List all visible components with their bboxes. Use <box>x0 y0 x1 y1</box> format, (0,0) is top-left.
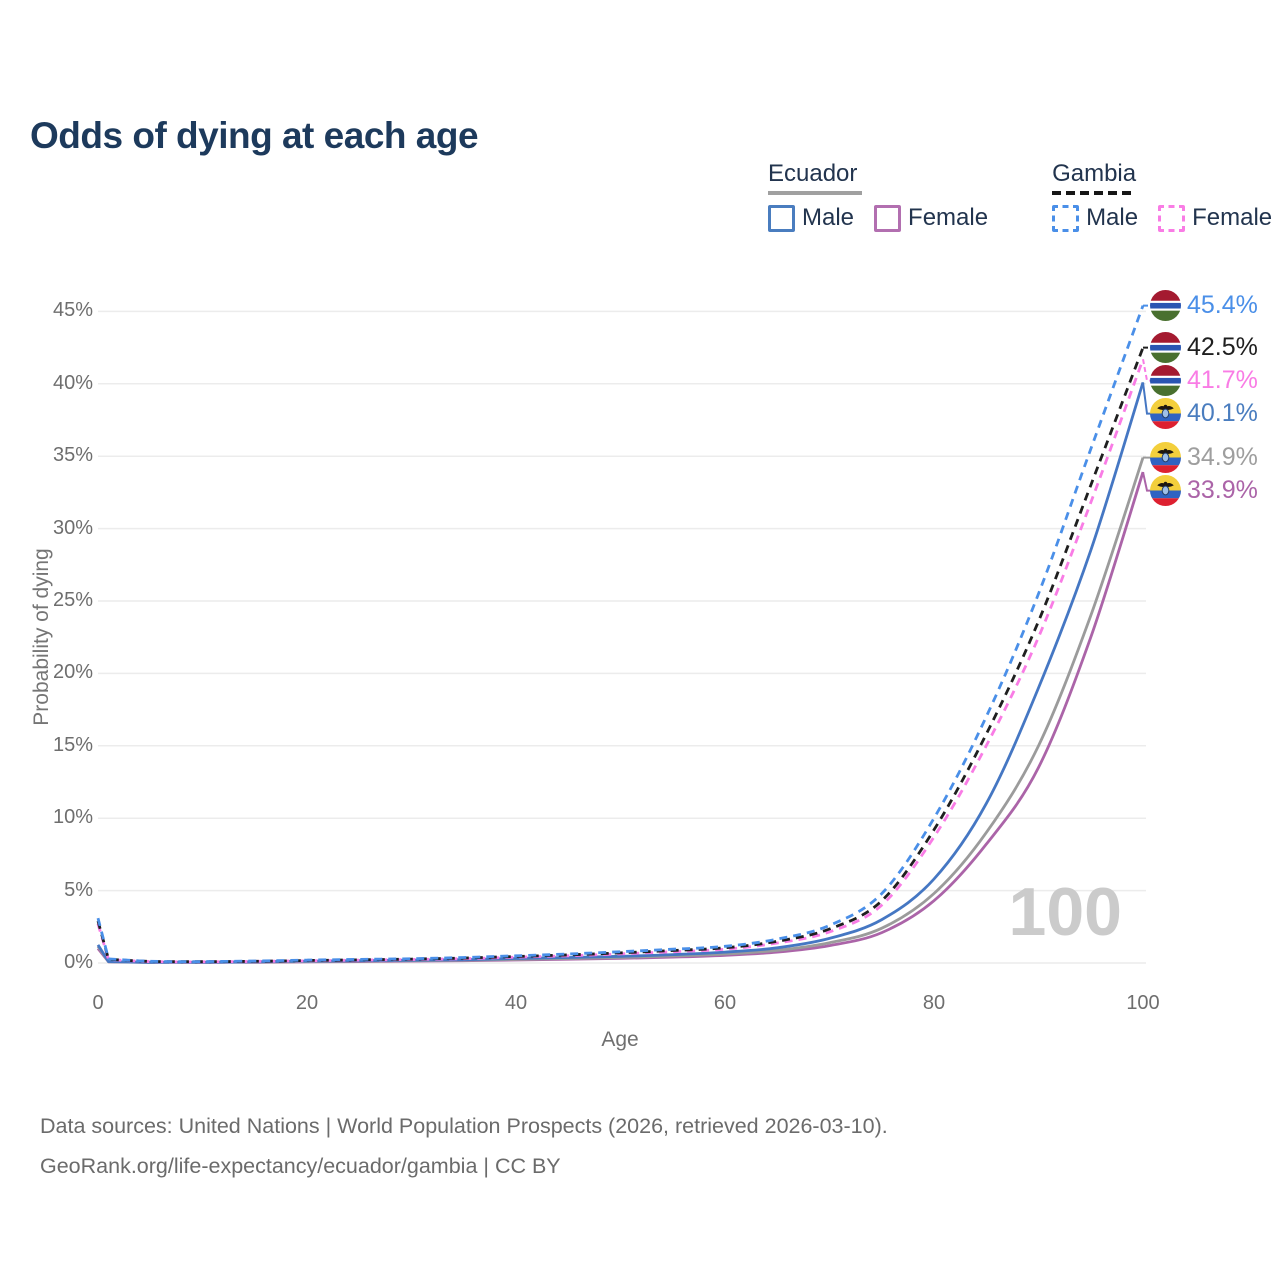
x-axis-title: Age <box>601 1028 639 1051</box>
y-tick-label: 15% <box>52 733 93 756</box>
end-label-gambia-both-sexes: 42.5% <box>1150 332 1258 364</box>
legend-swatch-gambia-female <box>1158 204 1186 232</box>
end-label-value: 42.5% <box>1187 333 1258 362</box>
age-hover-watermark: 100 <box>1008 874 1122 950</box>
y-tick-label: 35% <box>52 444 93 467</box>
end-label-value: 34.9% <box>1187 443 1258 472</box>
x-tick-label: 0 <box>92 992 104 1014</box>
legend-item-gambia-female[interactable]: Female <box>1158 204 1272 232</box>
end-label-value: 40.1% <box>1187 399 1258 428</box>
x-tick-label: 40 <box>504 992 528 1014</box>
x-tick-label: 60 <box>713 992 737 1014</box>
gambia-flag-icon <box>1150 365 1181 397</box>
footer: Data sources: United Nations | World Pop… <box>40 1106 888 1186</box>
footer-data-sources: Data sources: United Nations | World Pop… <box>40 1114 888 1138</box>
legend-item-label: Female <box>908 204 989 231</box>
legend-item-ecuador-male[interactable]: Male <box>768 204 854 232</box>
x-tick-label: 100 <box>1126 992 1160 1014</box>
ecuador-flag-icon <box>1150 398 1181 430</box>
plot-area[interactable] <box>0 0 1280 1090</box>
series-line-ecuador-male[interactable] <box>96 381 1145 964</box>
legend-item-label: Male <box>802 204 855 231</box>
end-label-gambia-female: 41.7% <box>1150 365 1258 397</box>
y-tick-label: 25% <box>52 589 93 611</box>
series-line-ecuador-both-sexes[interactable] <box>96 457 1145 964</box>
footer-attribution: GeoRank.org/life-expectancy/ecuador/gamb… <box>40 1154 561 1178</box>
y-tick-label: 40% <box>52 371 93 394</box>
legend-group-gambia: Gambia Male Female <box>1052 160 1272 232</box>
end-label-ecuador-male: 40.1% <box>1150 398 1258 430</box>
legend-item-ecuador-female[interactable]: Female <box>874 204 988 232</box>
end-label-value: 45.4% <box>1187 291 1258 320</box>
ecuador-flag-icon <box>1150 442 1181 474</box>
y-tick-label: 20% <box>52 661 93 684</box>
series-line-gambia-female[interactable] <box>96 358 1145 964</box>
y-axis-title: Probability of dying <box>30 548 53 726</box>
end-label-ecuador-female: 33.9% <box>1150 475 1258 507</box>
legend-group-line-swatch <box>1052 191 1133 195</box>
ecuador-flag-icon <box>1150 475 1181 507</box>
legend-item-label: Female <box>1192 204 1273 231</box>
legend-group-ecuador: Ecuador Male Female <box>768 160 988 232</box>
chart-title: Odds of dying at each age <box>30 114 479 156</box>
y-tick-label: 10% <box>52 806 93 829</box>
y-tick-label: 30% <box>52 516 93 539</box>
x-tick-label: 80 <box>922 992 946 1014</box>
y-tick-label: 45% <box>52 299 93 322</box>
legend-group-title[interactable]: Ecuador <box>768 160 858 187</box>
legend-swatch-gambia-male <box>1052 204 1080 232</box>
legend-item-label: Male <box>1086 204 1139 231</box>
end-label-value: 33.9% <box>1187 476 1258 505</box>
legend-item-gambia-male[interactable]: Male <box>1052 204 1138 232</box>
y-tick-label: 5% <box>64 878 93 901</box>
gambia-flag-icon <box>1150 290 1181 322</box>
legend-group-line-swatch <box>768 191 862 195</box>
gambia-flag-icon <box>1150 332 1181 364</box>
series-line-ecuador-female[interactable] <box>96 471 1145 964</box>
legend-group-title[interactable]: Gambia <box>1052 160 1137 187</box>
end-label-ecuador-both-sexes: 34.9% <box>1150 442 1258 474</box>
legend-swatch-ecuador-male <box>768 204 795 232</box>
x-tick-label: 20 <box>295 992 319 1014</box>
series-line-gambia-male[interactable] <box>96 305 1145 964</box>
legend-swatch-ecuador-female <box>874 204 902 232</box>
legend: Ecuador Male Female Gambia Male Female <box>768 160 1272 232</box>
end-label-value: 41.7% <box>1187 366 1258 395</box>
end-label-gambia-male: 45.4% <box>1150 290 1258 322</box>
y-tick-label: 0% <box>64 951 93 973</box>
series-line-gambia-both-sexes[interactable] <box>96 347 1145 964</box>
